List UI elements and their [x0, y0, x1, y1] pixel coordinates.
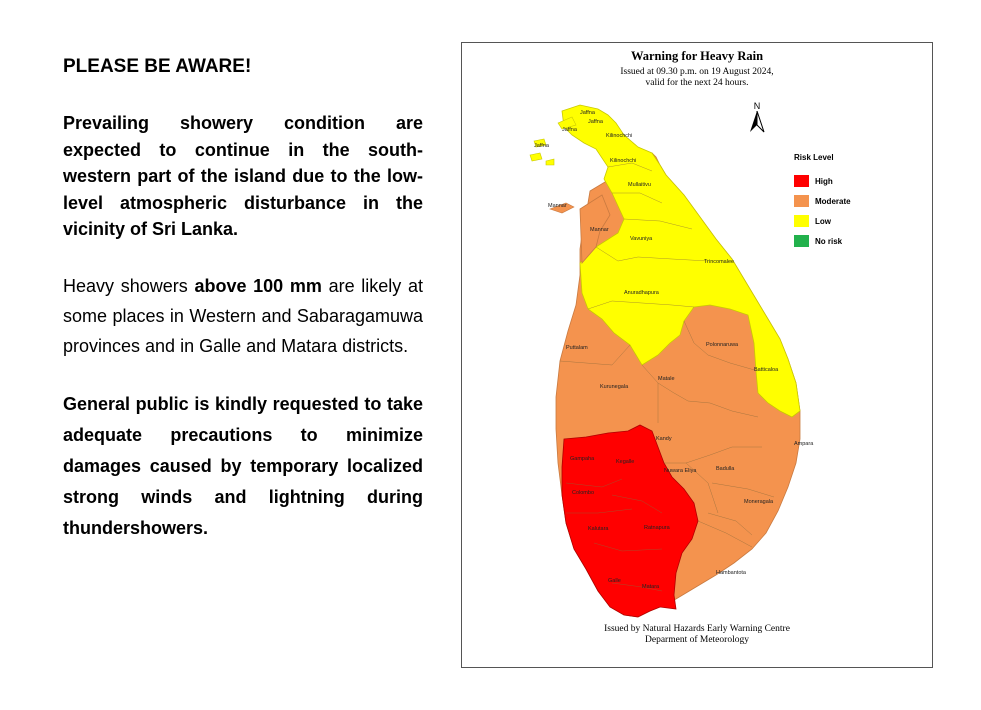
label-kandy: Kandy: [656, 436, 672, 442]
map-footer-line-2: Deparment of Meteorology: [645, 635, 749, 645]
paragraph-2-bold: above 100 mm: [194, 275, 322, 296]
label-jaffna-2: Jaffna: [588, 119, 604, 125]
legend-item-high: High: [794, 171, 914, 191]
mannar-island: [549, 202, 575, 214]
label-kalutara: Kalutara: [588, 526, 609, 532]
advisory-panel: PLEASE BE AWARE! Prevailing showery cond…: [63, 56, 423, 572]
label-mannar-1: Mannar: [548, 203, 567, 209]
label-nuwara-eliya: Nuwara Eliya: [664, 468, 697, 474]
advisory-headline: PLEASE BE AWARE!: [63, 56, 252, 77]
label-jaffna-1: Jaffna: [580, 110, 596, 116]
advisory-paragraph-2: Heavy showers above 100 mm are likely at…: [63, 271, 423, 361]
legend-title: Risk Level: [794, 153, 834, 162]
label-jaffna-4: Jaffna: [534, 143, 550, 149]
legend-label-moderate: Moderate: [815, 196, 851, 206]
label-anuradhapura: Anuradhapura: [624, 290, 660, 296]
legend-swatch-high: [794, 175, 809, 187]
warning-map-frame: Warning for Heavy Rain Issued at 09.30 p…: [461, 42, 933, 668]
label-galle: Galle: [608, 578, 621, 584]
advisory-paragraph-1: Prevailing showery condition are expecte…: [63, 113, 423, 239]
north-arrow-icon: [750, 110, 765, 133]
label-puttalam: Puttalam: [566, 345, 588, 351]
map-issued-line-1: Issued at 09.30 p.m. on 19 August 2024,: [620, 67, 774, 77]
label-gampaha: Gampaha: [570, 456, 595, 462]
label-ampara: Ampara: [794, 441, 814, 447]
label-badulla: Badulla: [716, 466, 735, 472]
label-trincomalee: Trincomalee: [704, 259, 734, 265]
high-region: [561, 424, 699, 618]
paragraph-2-pre: Heavy showers: [63, 275, 195, 296]
label-matara: Matara: [642, 584, 660, 590]
legend-label-high: High: [815, 176, 833, 186]
label-mannar-2: Mannar: [590, 227, 609, 233]
map-title: Warning for Heavy Rain: [630, 49, 764, 63]
label-polonnaruwa: Polonnaruwa: [706, 342, 739, 348]
label-kilinochchi-1: Kilinochchi: [606, 133, 632, 139]
legend-swatch-no-risk: [794, 235, 809, 247]
legend-item-low: Low: [794, 211, 914, 231]
district-boundaries: [559, 162, 775, 592]
label-vavuniya: Vavuniya: [630, 236, 653, 242]
north-arrow: N: [747, 101, 767, 138]
label-matale: Matale: [658, 376, 675, 382]
label-jaffna-3: Jaffna: [562, 127, 578, 133]
paragraph-2-post: are likely at some places in Western and…: [63, 275, 423, 356]
label-mullaitivu: Mullaitivu: [628, 182, 651, 188]
label-kegalle: Kegalle: [616, 459, 634, 465]
jaffna-islands: [529, 116, 577, 166]
legend-item-no-risk: No risk: [794, 231, 914, 251]
label-kurunegala: Kurunegala: [600, 384, 629, 390]
label-kilinochchi-2: Kilinochchi: [610, 158, 636, 164]
north-label: N: [753, 101, 761, 111]
risk-legend: Risk Level High Moderate Low No risk: [794, 153, 914, 251]
map-footer: Issued by Natural Hazards Early Warning …: [462, 624, 932, 646]
mannar-moderate: [579, 194, 611, 265]
advisory-paragraph-3: General public is kindly requested to ta…: [63, 393, 423, 538]
map-footer-line-1: Issued by Natural Hazards Early Warning …: [604, 624, 790, 634]
legend-label-no-risk: No risk: [815, 236, 843, 246]
sri-lanka-map: Jaffna Jaffna Jaffna Jaffna Kilinochchi …: [529, 104, 814, 618]
legend-item-moderate: Moderate: [794, 191, 914, 211]
low-region: [561, 104, 801, 418]
map-issued-info: Issued at 09.30 p.m. on 19 August 2024, …: [462, 67, 932, 89]
map-issued-line-2: valid for the next 24 hours.: [645, 78, 749, 88]
label-hambantota: Hambantota: [716, 570, 747, 576]
label-ratnapura: Ratnapura: [644, 525, 671, 531]
label-batticaloa: Batticaloa: [754, 367, 779, 373]
legend-swatch-moderate: [794, 195, 809, 207]
label-moneragala: Moneragala: [744, 499, 774, 505]
label-colombo: Colombo: [572, 490, 594, 496]
legend-label-low: Low: [815, 216, 831, 226]
legend-swatch-low: [794, 215, 809, 227]
